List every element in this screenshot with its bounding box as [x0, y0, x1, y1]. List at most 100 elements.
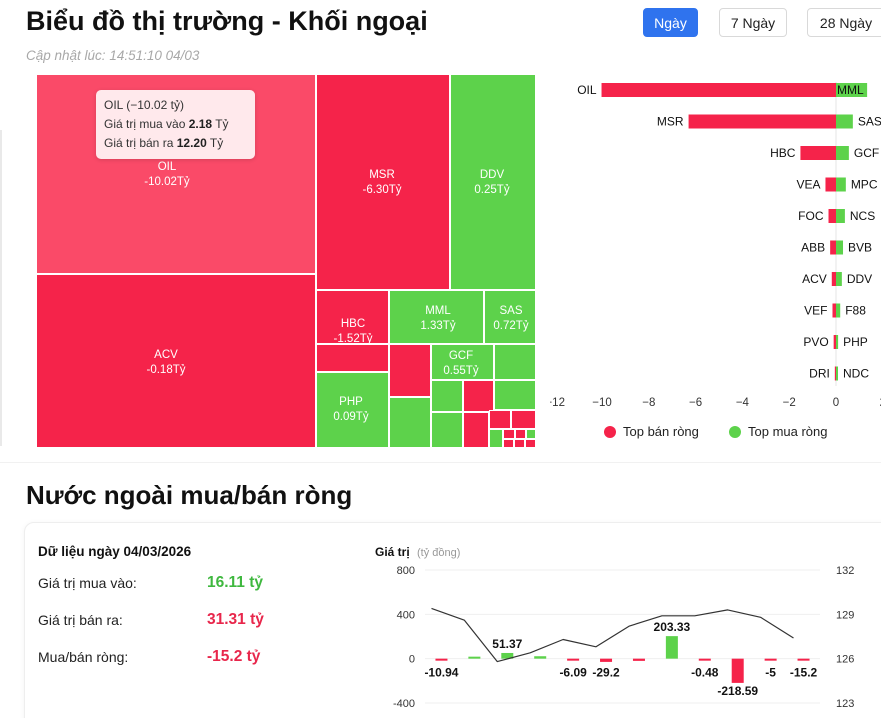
chart-unit: (tỷ đồng)	[417, 547, 460, 559]
buy-code-label: PHP	[843, 335, 868, 349]
treemap-cell-small[interactable]	[431, 412, 463, 448]
net-bar[interactable]	[501, 652, 514, 659]
treemap-value: 0.25Tỷ	[474, 184, 510, 196]
treemap-code: GCF	[448, 350, 474, 362]
treemap-cell-small[interactable]	[503, 429, 515, 439]
treemap-cell-small[interactable]	[489, 410, 511, 429]
sell-bar[interactable]	[601, 83, 836, 97]
buy-bar[interactable]	[836, 240, 844, 255]
treemap-cell-small[interactable]	[431, 380, 463, 412]
legend-buy[interactable]: Top mua ròng	[729, 424, 828, 439]
sell-bar[interactable]	[830, 240, 836, 255]
y2-tick-label: 123	[836, 698, 854, 710]
treemap-cell-ddv[interactable]	[450, 74, 536, 290]
treemap-cell-small[interactable]	[463, 380, 494, 412]
treemap-label-ddv: DDV 0.25Tỷ	[457, 168, 527, 198]
sell-bar[interactable]	[828, 209, 836, 223]
sell-bar[interactable]	[833, 335, 836, 349]
net-bar[interactable]	[567, 658, 580, 661]
treemap-cell-small[interactable]	[515, 429, 526, 439]
update-timestamp: Cập nhật lúc: 14:51:10 04/03	[26, 48, 199, 63]
treemap-code: MML	[425, 305, 451, 317]
treemap-value: -6.30Tỷ	[362, 184, 402, 196]
treemap-code: PHP	[339, 396, 363, 408]
y2-tick-label: 132	[836, 565, 854, 577]
net-bar[interactable]	[731, 658, 744, 683]
legend-label: Top mua ròng	[748, 424, 828, 439]
sell-bar[interactable]	[832, 303, 836, 318]
buy-bar[interactable]	[836, 114, 853, 129]
legend-sell[interactable]: Top bán ròng	[604, 424, 699, 439]
page-title: Biểu đồ thị trường - Khối ngoại	[26, 6, 428, 36]
treemap-cell-small[interactable]	[511, 410, 536, 429]
buy-value-label: Giá trị mua vào:	[38, 575, 137, 591]
treemap-cell-small[interactable]	[494, 380, 536, 410]
net-bar[interactable]	[698, 658, 711, 661]
buy-bar[interactable]	[836, 366, 838, 381]
tooltip-buy: Giá trị mua vào 2.18 Tỷ	[104, 117, 229, 131]
treemap-cell-hbc[interactable]	[316, 290, 389, 344]
net-bar[interactable]	[435, 658, 448, 661]
treemap-cell-sas[interactable]	[484, 290, 536, 344]
buy-bar[interactable]	[836, 83, 868, 97]
net-bar[interactable]	[600, 658, 613, 662]
buy-bar[interactable]	[836, 303, 841, 318]
sell-bar[interactable]	[831, 272, 836, 286]
treemap-cell-small[interactable]	[514, 439, 525, 448]
x-tick-label: 2	[880, 397, 881, 409]
treemap-label-sas: SAS 0.72Tỷ	[483, 304, 539, 334]
treemap-cell-small[interactable]	[316, 344, 389, 372]
net-bar[interactable]	[764, 658, 777, 661]
sell-code-label: FOC	[798, 209, 824, 223]
treemap-value: 0.09Tỷ	[333, 411, 369, 423]
range-28days-button[interactable]: 28 Ngày	[807, 8, 881, 37]
net-bar[interactable]	[665, 636, 678, 659]
treemap-cell-acv[interactable]	[36, 274, 316, 448]
data-date: Dữ liệu ngày 04/03/2026	[38, 544, 192, 559]
sell-bar[interactable]	[834, 366, 837, 381]
treemap-code: DDV	[479, 169, 505, 181]
net-bar[interactable]	[797, 658, 810, 661]
treemap-cell-mml[interactable]	[389, 290, 484, 344]
treemap-cell-small[interactable]	[494, 344, 536, 380]
index-line	[431, 607, 794, 663]
treemap-cell-small[interactable]	[503, 439, 514, 448]
sell-bar[interactable]	[688, 114, 836, 129]
range-7days-button[interactable]: 7 Ngày	[719, 8, 787, 37]
buy-bar[interactable]	[836, 335, 839, 349]
bar-value-label: 51.37	[492, 637, 522, 651]
buy-bar[interactable]	[836, 177, 846, 192]
treemap-label-hbc: HBC -1.52Tỷ	[318, 317, 388, 347]
legend-label: Top bán ròng	[623, 424, 699, 439]
x-tick-label: 0	[833, 397, 839, 409]
top-net-bar-chart: OIL MML MSR SAS HBC GCF VEA MPC FOC NCS ABB BVB ACV D…	[550, 82, 881, 409]
tooltip-sell: Giá trị bán ra 12.20 Tỷ	[104, 136, 224, 150]
buy-code-label: MPC	[851, 178, 878, 192]
x-tick-label: −12	[550, 397, 565, 409]
legend-dot-sell	[604, 425, 616, 438]
treemap-cell-small[interactable]	[463, 412, 489, 448]
y2-tick-label: 129	[836, 609, 854, 621]
net-bar[interactable]	[632, 658, 645, 661]
net-bar[interactable]	[534, 656, 547, 659]
buy-bar[interactable]	[836, 272, 842, 286]
y-tick-label: -400	[393, 698, 415, 710]
net-value-label: Mua/bán ròng:	[38, 649, 129, 665]
net-value: -15.2 tỷ	[207, 648, 261, 665]
treemap-cell-small[interactable]	[489, 429, 503, 448]
treemap-cell-gcf[interactable]	[431, 344, 494, 380]
sell-bar[interactable]	[800, 146, 836, 160]
buy-bar[interactable]	[836, 209, 845, 223]
chart-title: Giá trị	[375, 545, 410, 559]
net-bar[interactable]	[468, 656, 481, 659]
treemap-cell-small[interactable]	[526, 429, 536, 439]
treemap-cell-php[interactable]	[316, 372, 389, 448]
y-tick-label: 400	[397, 609, 415, 621]
buy-bar[interactable]	[836, 146, 849, 160]
sell-bar[interactable]	[825, 177, 836, 192]
treemap-cell-msr[interactable]	[316, 74, 450, 290]
treemap-cell-small[interactable]	[389, 397, 431, 448]
range-day-button[interactable]: Ngày	[643, 8, 698, 37]
treemap-cell-small[interactable]	[389, 344, 431, 397]
treemap-cell-small[interactable]	[525, 439, 536, 448]
